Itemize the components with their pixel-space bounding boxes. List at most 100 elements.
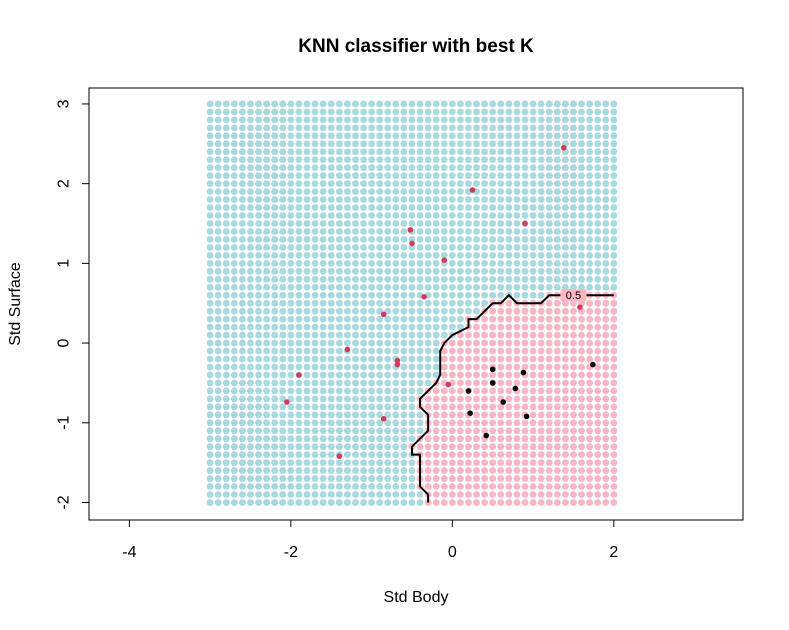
- grid-dot: [505, 315, 513, 323]
- grid-dot: [432, 315, 440, 323]
- grid-dot: [473, 331, 480, 339]
- data-point: [483, 432, 490, 439]
- grid-dot: [545, 299, 553, 307]
- grid-dot: [230, 491, 238, 498]
- grid-dot: [578, 236, 585, 243]
- grid-dot: [279, 299, 287, 307]
- grid-dot: [343, 116, 351, 124]
- grid-dot: [392, 427, 400, 435]
- grid-dot: [432, 419, 440, 427]
- grid-dot: [457, 299, 464, 307]
- grid-dot: [586, 108, 593, 116]
- grid-dot: [335, 140, 343, 148]
- grid-dot: [222, 132, 230, 140]
- grid-dot: [295, 347, 303, 355]
- grid-dot: [392, 403, 400, 411]
- grid-dot: [473, 228, 480, 235]
- grid-dot: [610, 283, 618, 291]
- grid-dot: [481, 188, 489, 196]
- grid-dot: [384, 228, 392, 235]
- grid-dot: [214, 395, 222, 403]
- grid-dot: [505, 387, 513, 395]
- grid-dot: [343, 244, 351, 251]
- grid-dot: [295, 339, 303, 347]
- grid-dot: [529, 419, 537, 427]
- grid-dot: [384, 491, 392, 498]
- grid-dot: [368, 387, 375, 395]
- grid-dot: [263, 403, 271, 411]
- grid-dot: [255, 212, 262, 219]
- grid-dot: [448, 395, 456, 403]
- grid-dot: [432, 116, 440, 124]
- grid-dot: [561, 435, 569, 443]
- grid-dot: [222, 499, 230, 506]
- grid-dot: [424, 443, 432, 451]
- grid-dot: [570, 220, 577, 227]
- grid-dot: [553, 251, 561, 259]
- grid-dot: [400, 395, 408, 403]
- grid-dot: [602, 499, 610, 506]
- grid-dot: [360, 283, 367, 291]
- grid-dot: [230, 180, 238, 188]
- grid-dot: [440, 355, 448, 363]
- grid-dot: [400, 220, 408, 227]
- grid-dot: [279, 427, 287, 435]
- grid-dot: [352, 459, 359, 467]
- grid-dot: [521, 212, 529, 219]
- grid-dot: [440, 212, 448, 219]
- grid-dot: [521, 196, 529, 203]
- grid-dot: [352, 379, 359, 387]
- grid-dot: [400, 331, 408, 339]
- grid-dot: [255, 435, 262, 443]
- grid-dot: [561, 323, 569, 331]
- grid-dot: [473, 363, 480, 371]
- grid-dot: [553, 491, 561, 498]
- data-point: [394, 361, 401, 368]
- grid-dot: [408, 355, 416, 363]
- grid-dot: [489, 371, 497, 379]
- grid-dot: [352, 188, 359, 196]
- grid-dot: [521, 275, 529, 283]
- grid-dot: [206, 291, 214, 299]
- grid-dot: [295, 228, 303, 235]
- grid-dot: [222, 459, 230, 467]
- grid-dot: [497, 259, 505, 267]
- grid-dot: [586, 100, 593, 108]
- grid-dot: [578, 467, 585, 474]
- grid-dot: [521, 331, 529, 339]
- grid-dot: [255, 411, 262, 419]
- grid-dot: [481, 156, 489, 164]
- grid-dot: [263, 323, 271, 331]
- grid-dot: [311, 283, 319, 291]
- grid-dot: [335, 483, 343, 490]
- grid-dot: [368, 379, 375, 387]
- grid-dot: [400, 108, 408, 116]
- grid-dot: [497, 491, 505, 498]
- grid-dot: [457, 196, 464, 203]
- grid-dot: [279, 291, 287, 299]
- grid-dot: [287, 116, 295, 124]
- chart-title: KNN classifier with best K: [298, 36, 534, 57]
- grid-dot: [521, 172, 529, 180]
- y-axis-label: Std Surface: [7, 262, 24, 346]
- grid-dot: [222, 427, 230, 435]
- data-point: [523, 413, 530, 420]
- grid-dot: [432, 196, 440, 203]
- grid-dot: [214, 379, 222, 387]
- grid-dot: [513, 132, 521, 140]
- grid-dot: [578, 491, 585, 498]
- grid-dot: [214, 283, 222, 291]
- grid-dot: [271, 371, 279, 379]
- grid-dot: [440, 323, 448, 331]
- grid-dot: [222, 116, 230, 124]
- grid-dot: [247, 483, 254, 490]
- grid-dot: [561, 100, 569, 108]
- grid-dot: [287, 451, 295, 459]
- grid-dot: [570, 188, 577, 196]
- grid-dot: [465, 347, 472, 355]
- grid-dot: [505, 172, 513, 180]
- grid-dot: [416, 387, 424, 395]
- grid-dot: [521, 475, 529, 482]
- grid-dot: [400, 267, 408, 275]
- grid-dot: [295, 291, 303, 299]
